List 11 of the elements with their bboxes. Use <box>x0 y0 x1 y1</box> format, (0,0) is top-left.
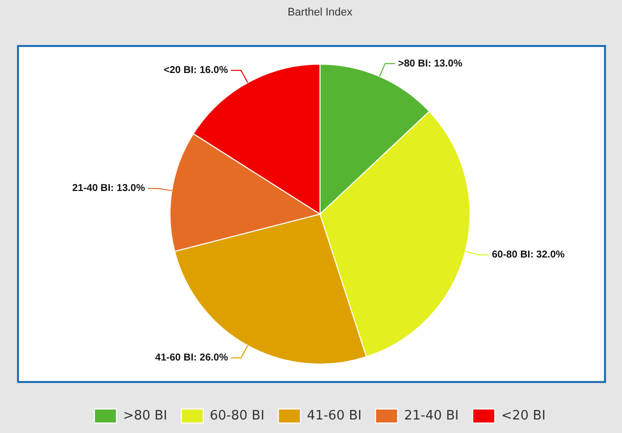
data-label: 41-60 BI: 26.0% <box>155 352 228 364</box>
legend-label: 60-80 BI <box>210 408 264 424</box>
legend-label: >80 BI <box>122 408 168 424</box>
legend-label: <20 BI <box>501 408 546 424</box>
legend-label: 21-40 BI <box>404 408 459 424</box>
data-label: <20 BI: 16.0% <box>164 65 228 76</box>
chart-title: Barthel Index <box>288 6 353 19</box>
data-label: >80 BI: 13.0% <box>398 58 462 70</box>
data-label: 60-80 BI: 32.0% <box>492 250 565 261</box>
data-label: 21-40 BI: 13.0% <box>72 183 146 194</box>
legend-label: 41-60 BI <box>306 408 362 424</box>
